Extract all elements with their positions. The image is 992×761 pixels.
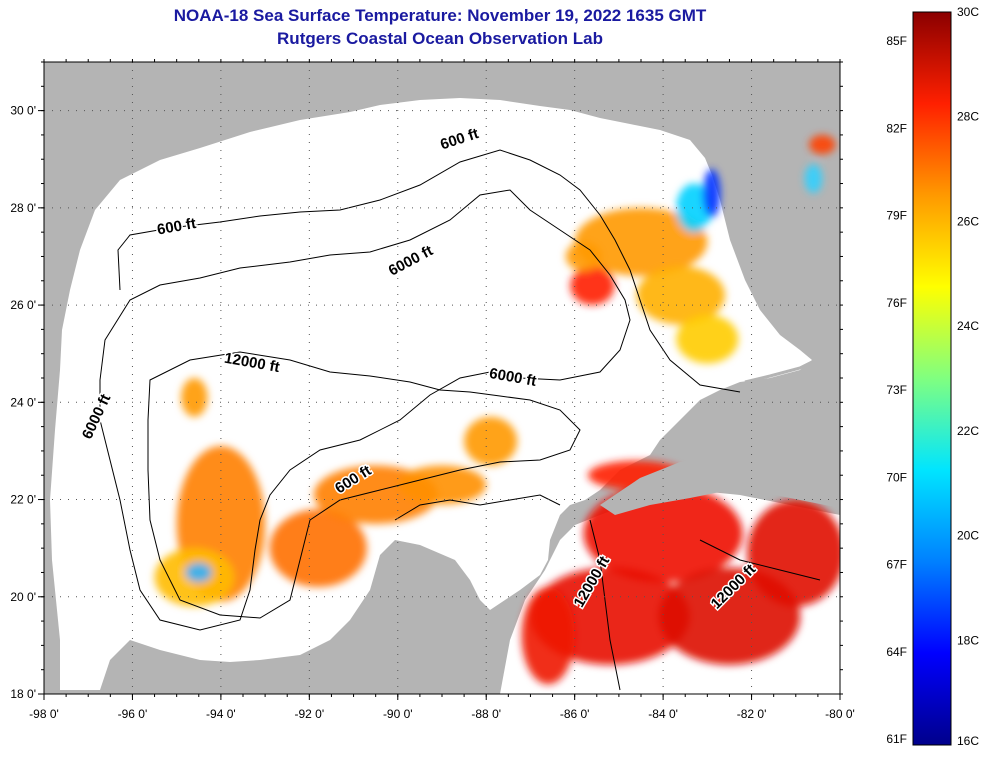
sst-patch <box>521 587 575 685</box>
x-tick-label: -84 0' <box>648 707 678 721</box>
sst-patch <box>574 207 708 276</box>
x-tick-label: -90 0' <box>383 707 413 721</box>
y-tick-label: 24 0' <box>10 395 36 409</box>
florida-keys <box>744 360 813 384</box>
colorbar-f-label: 73F <box>886 383 907 397</box>
sst-patch <box>804 164 823 194</box>
sst-patch <box>747 499 840 607</box>
colorbar-c-label: 18C <box>957 633 979 647</box>
colorbar-f-label: 67F <box>886 558 907 572</box>
colorbar-c-label: 20C <box>957 529 979 543</box>
sst-patch <box>269 509 367 588</box>
x-tick-label: -80 0' <box>825 707 855 721</box>
sst-patch <box>181 378 208 417</box>
y-tick-label: 22 0' <box>10 493 36 507</box>
colorbar-c-label: 30C <box>957 5 979 19</box>
colorbar-f-label: 82F <box>886 121 907 135</box>
contour-600ft-yucatan <box>394 494 561 521</box>
sst-patch <box>676 314 739 364</box>
colorbar: 85F 82F 79F 76F 73F 70F 67F 64F 61F 30C 28C 26C 24C… <box>886 5 979 748</box>
x-tick-label: -82 0' <box>737 707 767 721</box>
y-tick-label: 28 0' <box>10 201 36 215</box>
colorbar-c-label: 28C <box>957 110 979 124</box>
colorbar-c-label: 26C <box>957 214 979 228</box>
y-tick-label: 26 0' <box>10 298 36 312</box>
colorbar-f-label: 61F <box>886 732 907 746</box>
map-title: NOAA-18 Sea Surface Temperature: Novembe… <box>173 6 707 25</box>
x-tick-label: -86 0' <box>560 707 590 721</box>
sst-patch <box>397 465 487 505</box>
sst-patch <box>464 416 518 466</box>
y-axis: 18 0' 20 0' 22 0' 24 0' 26 0' 28 0' 30 0' <box>10 61 843 701</box>
colorbar-f-label: 76F <box>886 296 907 310</box>
colorbar-f-label: 79F <box>886 209 907 223</box>
x-tick-label: -98 0' <box>29 707 59 721</box>
cuba-land <box>600 458 840 515</box>
sst-patch <box>185 562 213 583</box>
colorbar-gradient <box>912 11 952 746</box>
x-tick-label: -92 0' <box>295 707 325 721</box>
colorbar-c-label: 22C <box>957 424 979 438</box>
y-tick-label: 20 0' <box>10 590 36 604</box>
y-tick-label: 30 0' <box>10 104 36 118</box>
sst-patch <box>636 266 726 325</box>
sst-patch <box>809 134 836 155</box>
contour-12000ft <box>147 351 581 619</box>
colorbar-celsius-labels: 30C 28C 26C 24C 22C 20C 18C 16C <box>957 5 979 748</box>
colorbar-f-label: 64F <box>886 645 907 659</box>
sst-data-layer <box>154 134 840 685</box>
x-tick-label: -96 0' <box>118 707 148 721</box>
colorbar-f-label: 70F <box>886 470 907 484</box>
colorbar-fahrenheit-labels: 85F 82F 79F 76F 73F 70F 67F 64F 61F <box>886 34 907 746</box>
x-tick-label: -88 0' <box>471 707 501 721</box>
bathymetry-contours <box>99 149 821 691</box>
colorbar-c-label: 24C <box>957 319 979 333</box>
contour-6000ft <box>99 189 631 631</box>
y-tick-label: 18 0' <box>10 687 36 701</box>
x-tick-label: -94 0' <box>206 707 236 721</box>
sst-patch <box>702 168 721 218</box>
sst-patch <box>570 266 615 306</box>
colorbar-f-label: 85F <box>886 34 907 48</box>
contour-600ft <box>117 149 741 393</box>
sst-patch <box>676 183 712 233</box>
sst-patch <box>565 241 602 272</box>
contour-12000ft-caribbean <box>589 519 821 691</box>
colorbar-c-label: 16C <box>957 734 979 748</box>
map-subtitle: Rutgers Coastal Ocean Observation Lab <box>277 29 603 48</box>
